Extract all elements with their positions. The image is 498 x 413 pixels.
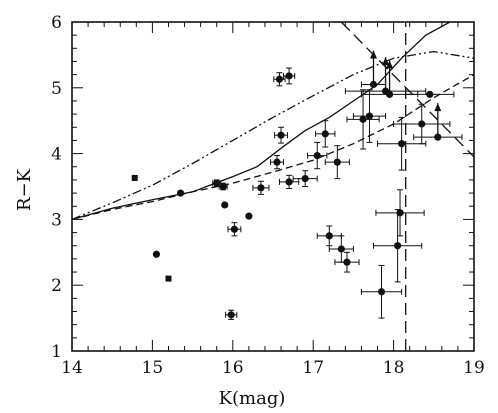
data-point xyxy=(328,235,354,263)
circle-marker xyxy=(343,258,351,266)
x-tick-label: 19 xyxy=(463,358,485,378)
plot-area xyxy=(71,21,475,352)
y-axis-label: R−K xyxy=(14,168,35,211)
y-tick-label: 6 xyxy=(51,13,62,33)
data-point xyxy=(165,275,172,282)
circle-marker xyxy=(385,90,394,98)
circle-marker xyxy=(333,158,341,166)
data-point xyxy=(273,72,286,87)
data-point xyxy=(221,201,229,209)
x-tick-label: 15 xyxy=(142,358,164,378)
x-tick-label: 17 xyxy=(302,358,324,378)
circle-marker xyxy=(377,288,386,296)
y-tick-label: 4 xyxy=(51,145,62,165)
data-point xyxy=(334,251,360,273)
data-point xyxy=(324,145,350,180)
data-point xyxy=(315,120,336,148)
data-point xyxy=(360,264,403,319)
square-marker xyxy=(165,275,172,282)
square-marker xyxy=(131,174,138,181)
curve-dashed-1 xyxy=(72,74,474,221)
curve-solid-0 xyxy=(72,22,452,221)
circle-marker xyxy=(301,175,309,183)
x-tick-label: 16 xyxy=(222,358,244,378)
circle-marker xyxy=(227,311,235,319)
circle-marker xyxy=(257,184,265,192)
data-point xyxy=(225,309,238,320)
circle-marker xyxy=(285,72,293,80)
circle-marker xyxy=(273,158,281,166)
circle-marker xyxy=(221,201,229,209)
model-curves xyxy=(72,22,474,351)
x-axis-label: K(mag) xyxy=(219,388,286,409)
data-point xyxy=(245,212,253,220)
circle-marker xyxy=(230,225,239,233)
data-point xyxy=(405,90,455,98)
circle-marker xyxy=(213,179,221,187)
data-point xyxy=(176,189,185,197)
circle-marker xyxy=(365,112,374,120)
circle-marker xyxy=(359,115,367,123)
data-point xyxy=(352,89,387,143)
lower-limit-arrow-head xyxy=(386,60,394,69)
data-point xyxy=(375,189,425,237)
circle-marker xyxy=(325,232,333,240)
lower-limit-arrow-head xyxy=(370,50,377,59)
circle-marker xyxy=(434,133,442,141)
x-tick-label: 18 xyxy=(383,358,405,378)
data-point xyxy=(413,103,463,141)
data-point xyxy=(344,57,427,95)
y-tick-label: 2 xyxy=(51,276,62,296)
data-points xyxy=(131,50,463,320)
y-tick-label: 1 xyxy=(51,342,62,362)
lower-limit-arrow-head xyxy=(382,57,390,66)
data-point xyxy=(218,182,228,191)
circle-marker xyxy=(369,80,378,89)
data-point xyxy=(152,250,161,258)
data-point xyxy=(292,170,318,187)
data-point xyxy=(316,225,342,247)
curve-dash-dot-2 xyxy=(72,50,474,221)
data-point xyxy=(270,155,284,170)
circle-marker xyxy=(277,131,285,139)
circle-marker xyxy=(176,189,185,197)
lower-limit-arrow-head xyxy=(434,103,442,112)
data-point xyxy=(373,209,423,283)
data-point xyxy=(252,180,270,195)
data-point xyxy=(227,222,242,237)
data-point xyxy=(274,126,288,144)
circle-marker xyxy=(285,178,293,186)
data-point xyxy=(360,50,387,89)
axis-ticks: 14 15 16 17 18 19 1 2 3 4 5 6 xyxy=(51,13,485,378)
curve-long-dash-3 xyxy=(340,22,474,158)
circle-marker xyxy=(313,151,321,160)
plot-frame xyxy=(71,21,475,352)
y-tick-label: 5 xyxy=(51,79,62,99)
circle-marker xyxy=(152,250,161,258)
circle-marker xyxy=(219,182,227,191)
data-point xyxy=(131,174,138,181)
x-tick-label: 14 xyxy=(61,358,83,378)
circle-marker xyxy=(398,140,406,148)
data-point xyxy=(346,89,380,150)
circle-marker xyxy=(275,75,284,83)
data-point xyxy=(278,174,300,189)
circle-marker xyxy=(245,212,253,220)
circle-marker xyxy=(418,120,426,128)
y-tick-label: 3 xyxy=(51,210,62,230)
circle-marker xyxy=(337,245,345,253)
data-point xyxy=(282,67,296,85)
circle-marker xyxy=(396,209,404,217)
circle-marker xyxy=(321,130,329,138)
circle-marker xyxy=(426,90,434,98)
circle-marker xyxy=(394,242,402,250)
data-point xyxy=(377,116,427,171)
data-point xyxy=(307,141,328,170)
